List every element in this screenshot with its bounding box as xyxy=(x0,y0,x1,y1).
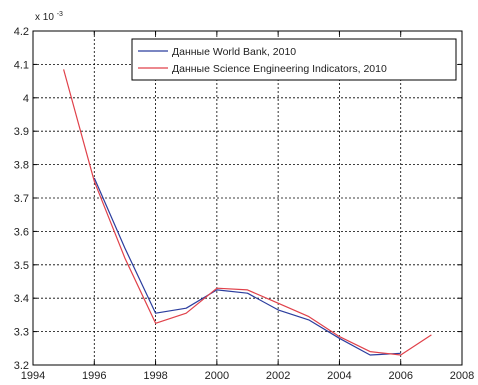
series-layer xyxy=(63,69,432,356)
x-tick-label: 2002 xyxy=(266,370,290,382)
y-tick-label: 4.1 xyxy=(14,59,29,71)
y-tick-label: 3.5 xyxy=(14,260,29,272)
x-tick-label: 2008 xyxy=(450,370,474,382)
legend-label-world-bank: Данные World Bank, 2010 xyxy=(172,46,296,58)
y-axis: 3.2 3.3 3.4 3.5 3.6 3.7 3.8 3.9 4 4.1 4.2 xyxy=(14,26,462,372)
grid-lines xyxy=(33,31,462,365)
y-tick-label: 3.7 xyxy=(14,193,29,205)
x-tick-label: 2000 xyxy=(205,370,229,382)
y-tick-label: 3.9 xyxy=(14,126,29,138)
x-axis: 1994 1996 1998 2000 2002 2004 2006 2008 xyxy=(21,31,474,382)
x-tick-label: 2004 xyxy=(327,370,351,382)
x-tick-label: 2006 xyxy=(388,370,412,382)
x-tick-label: 1996 xyxy=(82,370,106,382)
y-axis-multiplier-base: x 10 xyxy=(35,12,54,23)
y-axis-multiplier-exponent: -3 xyxy=(57,11,63,18)
y-tick-label: 3.2 xyxy=(14,360,29,372)
legend-box xyxy=(131,38,457,81)
y-tick-label: 4.2 xyxy=(14,26,29,38)
y-tick-label: 3.3 xyxy=(14,327,29,339)
y-tick-label: 3.8 xyxy=(14,160,29,172)
series-line-0 xyxy=(93,177,401,356)
legend: Данные World Bank, 2010 Данные Science E… xyxy=(131,38,457,81)
y-axis-multiplier: x 10 -3 xyxy=(35,11,63,23)
y-tick-label: 3.4 xyxy=(14,293,29,305)
x-tick-label: 1994 xyxy=(21,370,45,382)
x-tick-label: 1998 xyxy=(143,370,167,382)
series-line-1 xyxy=(63,69,432,356)
y-tick-label: 3.6 xyxy=(14,226,29,238)
y-tick-label: 4 xyxy=(23,93,29,105)
legend-label-sei: Данные Science Engineering Indicators, 2… xyxy=(172,63,387,75)
